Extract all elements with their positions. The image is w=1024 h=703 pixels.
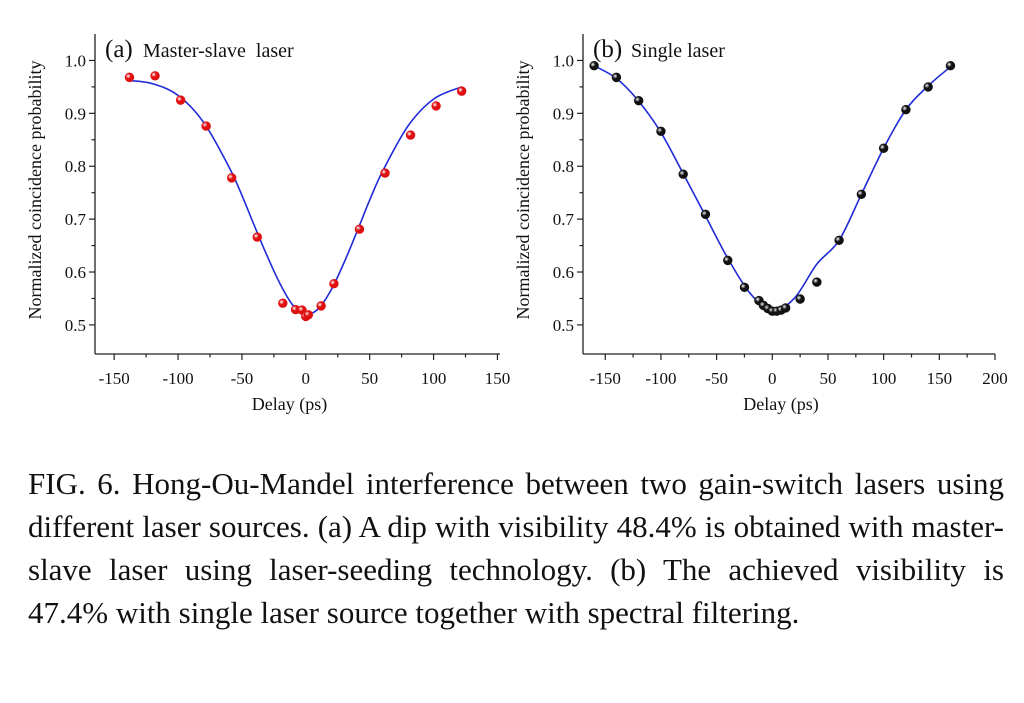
data-point (633, 95, 644, 106)
x-tick-label: -150 (590, 369, 621, 388)
panel-letter: (b) (593, 36, 622, 63)
x-tick-label: -50 (705, 369, 728, 388)
data-point (901, 104, 911, 115)
y-tick-label: 0.8 (65, 157, 86, 176)
data-point (278, 298, 288, 308)
data-point (354, 224, 365, 234)
data-point (329, 278, 339, 289)
y-tick-label: 1.0 (553, 51, 574, 70)
data-point (812, 277, 822, 287)
data-point (201, 121, 211, 131)
panel-title: Master-slave laser (143, 40, 294, 62)
data-point (723, 255, 733, 266)
x-tick-label: -100 (162, 369, 193, 388)
data-point (175, 95, 186, 105)
fit-curve (593, 65, 952, 313)
y-tick-label: 0.8 (553, 157, 574, 176)
data-point (431, 101, 441, 111)
figure-svg: -150 -100 -50 0 50 100 150 0.5 0.6 0.7 0.8 0.9 1.0 De… (25, 34, 1008, 415)
x-tick-label: 50 (819, 369, 836, 388)
y-tick-label: 0.7 (553, 210, 575, 229)
data-point (878, 143, 889, 153)
data-point (856, 189, 867, 199)
x-tick-label: 50 (361, 369, 378, 388)
data-point (795, 294, 805, 304)
data-point (316, 301, 326, 311)
y-tick-label: 0.7 (65, 210, 87, 229)
x-tick-label: 100 (871, 369, 897, 388)
data-point (380, 168, 390, 178)
y-axis-title: Normalized coincidence probability (25, 61, 45, 320)
data-point (834, 235, 844, 245)
data-point (656, 126, 666, 137)
x-tick-label: 0 (302, 369, 311, 388)
x-tick-label: 150 (485, 369, 511, 388)
data-point (700, 209, 711, 220)
data-point (405, 130, 416, 140)
data-point (150, 71, 160, 81)
figure-panels: -150 -100 -50 0 50 100 150 0.5 0.6 0.7 0.8 0.9 1.0 De… (25, 34, 1008, 415)
panel-b-chart: -150 -100 -50 0 50 100 150 200 0.5 0.6 0.7 0.8 0.9 1.… (513, 34, 1008, 415)
data-point (456, 86, 467, 96)
y-tick-label: 0.5 (65, 316, 86, 335)
x-axis-title: Delay (ps) (743, 394, 818, 415)
x-tick-label: 150 (927, 369, 953, 388)
y-axis-title: Normalized coincidence probability (513, 61, 533, 320)
data-point (923, 82, 933, 92)
data-point (780, 303, 791, 313)
fit-curve (129, 79, 463, 316)
panel-title: Single laser (631, 40, 725, 62)
y-tick-label: 0.6 (553, 263, 574, 282)
y-tick-label: 0.6 (65, 263, 86, 282)
data-point (303, 310, 314, 320)
y-tick-label: 1.0 (65, 51, 86, 70)
y-tick-label: 0.5 (553, 316, 574, 335)
x-tick-label: -150 (99, 369, 130, 388)
data-point (678, 169, 688, 179)
data-point (227, 173, 237, 183)
panel-a-chart: -150 -100 -50 0 50 100 150 0.5 0.6 0.7 0.8 0.9 1.0 De… (25, 34, 510, 415)
figure-caption: FIG. 6. Hong-Ou-Mandel interference betw… (28, 466, 1004, 630)
data-point (589, 61, 599, 71)
x-axis-title: Delay (ps) (252, 394, 327, 415)
panel-letter: (a) (105, 36, 133, 63)
y-tick-label: 0.9 (65, 104, 86, 123)
x-tick-label: -100 (645, 369, 676, 388)
data-point (252, 232, 262, 242)
x-tick-label: 200 (982, 369, 1008, 388)
data-point (124, 72, 135, 83)
data-point (611, 72, 622, 83)
x-tick-label: -50 (231, 369, 254, 388)
data-point (739, 282, 750, 293)
data-point (945, 61, 956, 71)
x-tick-label: 0 (768, 369, 777, 388)
y-tick-label: 0.9 (553, 104, 574, 123)
x-tick-label: 100 (421, 369, 447, 388)
